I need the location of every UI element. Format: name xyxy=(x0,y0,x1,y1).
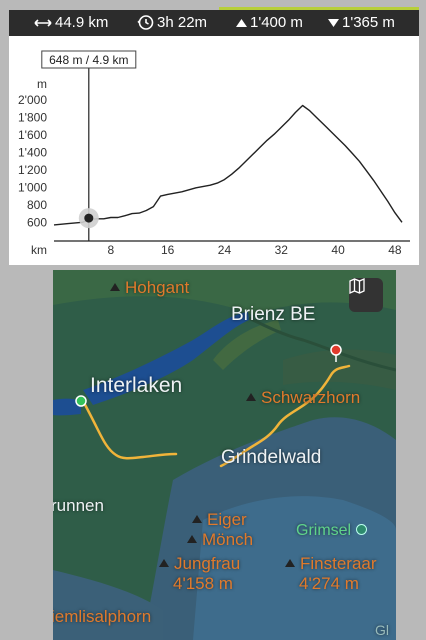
y-tick-label: 2'000 xyxy=(18,93,47,107)
descent-stat: 1'365 m xyxy=(328,14,395,31)
map-label-interlaken[interactable]: Interlaken xyxy=(90,374,183,397)
map-label-grindelwald[interactable]: Grindelwald xyxy=(221,447,322,468)
peak-icon xyxy=(159,559,169,567)
y-axis-unit: m xyxy=(37,77,47,91)
y-tick-label: 1'600 xyxy=(18,128,47,142)
y-tick-label: 800 xyxy=(27,198,47,212)
peak-icon xyxy=(187,535,197,543)
map-label-brienz[interactable]: Brienz BE xyxy=(231,304,316,325)
grimsel-text: Grimsel xyxy=(296,522,352,539)
map-layers-button[interactable] xyxy=(349,278,383,312)
peak-icon xyxy=(246,393,256,401)
x-tick-label: 40 xyxy=(331,243,345,257)
y-tick-label: 1'800 xyxy=(18,111,47,125)
x-tick-label: 8 xyxy=(107,243,114,257)
route-start-marker xyxy=(75,395,87,407)
y-tick-label: 1'200 xyxy=(18,163,47,177)
peak-icon xyxy=(110,283,120,291)
x-tick-label: 48 xyxy=(388,243,402,257)
distance-arrows-icon xyxy=(34,18,52,27)
clock-icon xyxy=(137,15,154,30)
cursor-point xyxy=(84,213,94,223)
cursor-label: 648 m / 4.9 km xyxy=(49,53,128,67)
duration-value: 3h 22m xyxy=(157,14,208,31)
x-axis-unit: km xyxy=(31,243,47,257)
map-label-finsteraar[interactable]: Finsteraar xyxy=(285,554,377,574)
ascent-triangle-icon xyxy=(236,18,247,27)
lake-brienz xyxy=(83,312,249,405)
peak-icon xyxy=(192,515,202,523)
map-label-hohgant[interactable]: Hohgant xyxy=(110,278,189,298)
route-stats-bar: 44.9 km 3h 22m 1'400 m 1'365 m xyxy=(9,7,419,36)
map-label-corner: Gl xyxy=(375,622,389,638)
x-tick-label: 16 xyxy=(161,243,175,257)
map-label-finsteraar-alt: 4'274 m xyxy=(299,574,359,593)
x-tick-label: 24 xyxy=(218,243,232,257)
descent-value: 1'365 m xyxy=(342,14,395,31)
y-tick-label: 1'400 xyxy=(18,146,47,160)
pass-icon xyxy=(355,524,367,535)
route-line xyxy=(81,364,351,468)
monch-text: Mönch xyxy=(202,530,254,549)
elevation-chart[interactable]: m 600 800 1'000 1'200 1'400 1'600 1'800 2'000 km 8… xyxy=(9,36,419,265)
route-end-marker xyxy=(330,344,342,362)
map-layers-icon xyxy=(349,278,365,294)
x-tick-label: 32 xyxy=(275,243,289,257)
y-tick-label: 600 xyxy=(27,215,47,229)
peak-icon xyxy=(285,559,295,567)
map-label-eiger[interactable]: Eiger xyxy=(192,510,247,530)
lake-thun xyxy=(53,398,81,416)
cursor-label-box xyxy=(41,50,137,69)
eiger-text: Eiger xyxy=(207,510,247,529)
jungfrau-text: Jungfrau xyxy=(174,554,241,573)
map-label-frutigen[interactable]: runnen xyxy=(53,496,104,515)
map-label-jungfrau-alt: 4'158 m xyxy=(173,574,233,593)
distance-stat: 44.9 km xyxy=(34,14,108,31)
duration-stat: 3h 22m xyxy=(137,14,207,31)
finsteraar-text: Finsteraar xyxy=(300,554,377,573)
route-map[interactable]: Hohgant Brienz BE Interlaken Schwarzhorn… xyxy=(53,270,396,640)
map-label-jungfrau[interactable]: Jungfrau xyxy=(159,554,240,574)
map-label-grimsel[interactable]: Grimsel xyxy=(296,522,367,540)
descent-triangle-icon xyxy=(328,18,339,27)
map-label-monch[interactable]: Mönch xyxy=(187,530,253,550)
map-label-schwarzhorn[interactable]: Schwarzhorn xyxy=(246,388,360,408)
stats-accent-line xyxy=(219,7,419,10)
ascent-value: 1'400 m xyxy=(250,14,303,31)
hohgant-text: Hohgant xyxy=(125,278,190,297)
distance-value: 44.9 km xyxy=(55,14,109,31)
ascent-stat: 1'400 m xyxy=(236,14,303,31)
y-tick-label: 1'000 xyxy=(18,180,47,194)
map-label-blumlisalp[interactable]: iemlisalphorn xyxy=(53,607,152,626)
elevation-profile-panel[interactable]: m 600 800 1'000 1'200 1'400 1'600 1'800 2'000 km 8… xyxy=(9,36,419,265)
elevation-line xyxy=(53,104,403,226)
schwarzhorn-text: Schwarzhorn xyxy=(261,388,361,407)
map-canvas[interactable] xyxy=(53,270,396,640)
